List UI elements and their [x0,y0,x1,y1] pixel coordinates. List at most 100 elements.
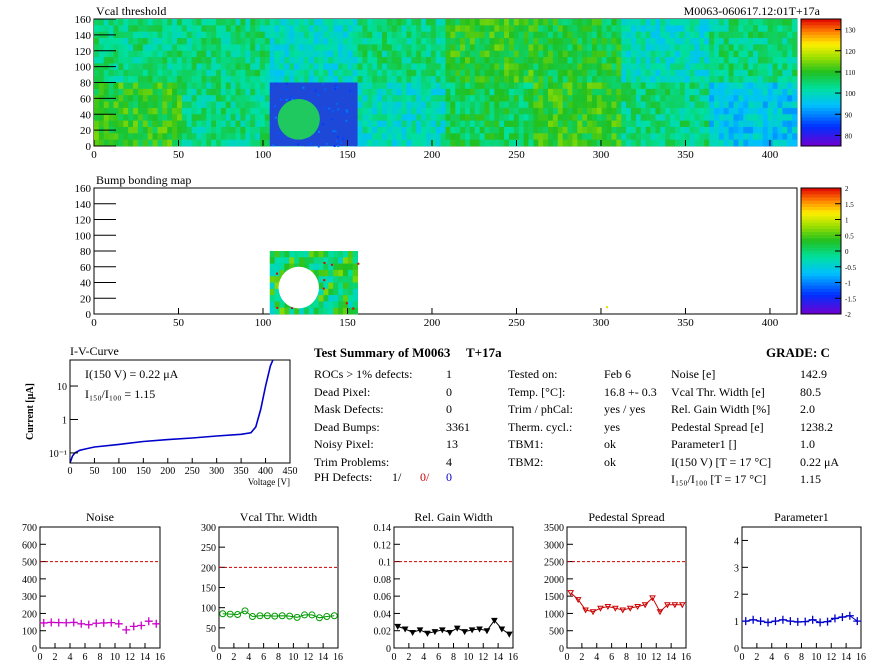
small-x-tick-label: 16 [155,652,165,663]
summary-middle-label: Trim / phCal: [508,402,573,416]
colorbar-frame [800,18,842,147]
map-x-tick-label: 250 [508,317,525,329]
summary-right-label: I(150 V) [T = 17 °C] [671,454,772,469]
small-x-tick-label: 16 [856,652,866,663]
roc-cell [445,82,534,147]
colorbar-tick-label: 1.5 [845,201,854,209]
small-y-tick-label: 0.06 [374,592,392,603]
summary-right-value: 0.22 μA [800,454,840,469]
data-point [476,626,483,633]
iv-title: I-V-Curve [70,344,119,358]
data-point [39,618,48,627]
small-y-tick-label: 3500 [544,523,564,534]
data-point [114,619,123,628]
small-x-tick-label: 10 [463,652,473,663]
summary-right-value: 1238.2 [800,419,833,434]
colorbar-vcal [800,18,842,147]
ph-defects-value-1: 1/ [392,470,402,484]
iv-y-tick-label: 1 [62,415,67,426]
summary-middle-label: Tested on: [508,367,558,381]
summary-right-label: Pedestal Spread [e] [671,419,764,434]
map-y-tick-label: 140 [75,30,92,42]
data-point [77,619,86,628]
small-y-tick-label: 0 [734,644,739,655]
map-x-tick-label: 50 [173,149,185,161]
data-point [271,612,279,620]
series-line [222,610,335,619]
map-x-tick-label: 0 [91,149,97,161]
map-x-tick-label: 400 [762,317,779,329]
colorbar-tick-label: -1.5 [845,295,857,303]
colorbar-tick-label: 120 [845,48,856,56]
small-x-tick-label: 6 [436,652,441,663]
map-y-tick-label: 160 [75,183,92,195]
data-point [853,617,862,626]
small-title-vcal: Vcal Thr. Width [240,510,317,524]
small-x-tick-label: 6 [83,652,88,663]
data-point [308,611,316,619]
colorbar-tick-label: 1 [845,217,849,225]
data-point [671,602,679,609]
summary-right-value: 142.9 [800,367,827,381]
data-point [461,629,469,636]
small-x-tick-label: 4 [421,652,426,663]
data-point [604,604,612,611]
data-point [315,614,323,622]
data-point [144,617,153,626]
small-frame [218,526,339,649]
colorbar-tick-label: 110 [845,69,856,77]
data-point [756,617,765,626]
summary-left-value: 1 [446,367,452,381]
small-y-tick-label: 500 [22,558,37,569]
small-y-tick-label: 2500 [544,558,564,569]
data-point [107,618,116,627]
iv-x-tick-label: 450 [283,466,298,477]
small-x-tick-label: 14 [140,652,150,663]
data-point [446,629,454,636]
data-point [69,618,78,627]
data-point [678,602,686,609]
map-vcal [93,18,842,148]
roc-cell [709,82,798,147]
map-y-tick-label: 20 [80,293,92,305]
data-point [749,615,758,624]
small-y-tick-label: 2000 [544,575,564,586]
roc-cell [269,19,359,83]
small-y-tick-label: 300 [22,592,37,603]
data-point [241,607,249,615]
small-x-tick-label: 16 [333,652,343,663]
data-point [626,605,634,612]
small-y-tick-label: 1000 [544,609,564,620]
summary-middle-value: ok [604,454,616,469]
map-title-vcal: Vcal threshold [96,4,166,18]
data-point [468,627,476,634]
data-point [771,617,780,626]
map-x-tick-label: 100 [255,149,272,161]
map-y-tick-label: 80 [80,246,92,258]
data-point [830,614,839,623]
map-x-tick-label: 0 [91,317,97,329]
data-point [611,605,619,612]
data-point [54,618,63,627]
map-x-tick-label: 400 [762,149,779,161]
map-x-tick-label: 250 [508,149,525,161]
summary-left-value: 0 [446,402,452,416]
summary-left-value: 13 [446,437,458,451]
summary-left-value: 4 [446,454,452,469]
summary-left-label: Dead Pixel: [314,384,371,399]
map-title-bump: Bump bonding map [96,173,191,187]
small-title-par1: Parameter1 [774,510,829,524]
data-point [589,609,597,616]
iv-xlabel: Voltage [V] [248,477,290,487]
map-y-tick-label: 0 [86,309,92,321]
small-x-tick-label: 10 [110,652,120,663]
series-line [570,592,683,613]
data-point [823,617,832,626]
data-point [234,611,242,619]
data-point [152,619,161,628]
data-point [808,615,817,624]
small-y-tick-label: 4 [734,536,739,547]
data-point [574,597,582,604]
small-y-tick-label: 150 [201,584,216,595]
